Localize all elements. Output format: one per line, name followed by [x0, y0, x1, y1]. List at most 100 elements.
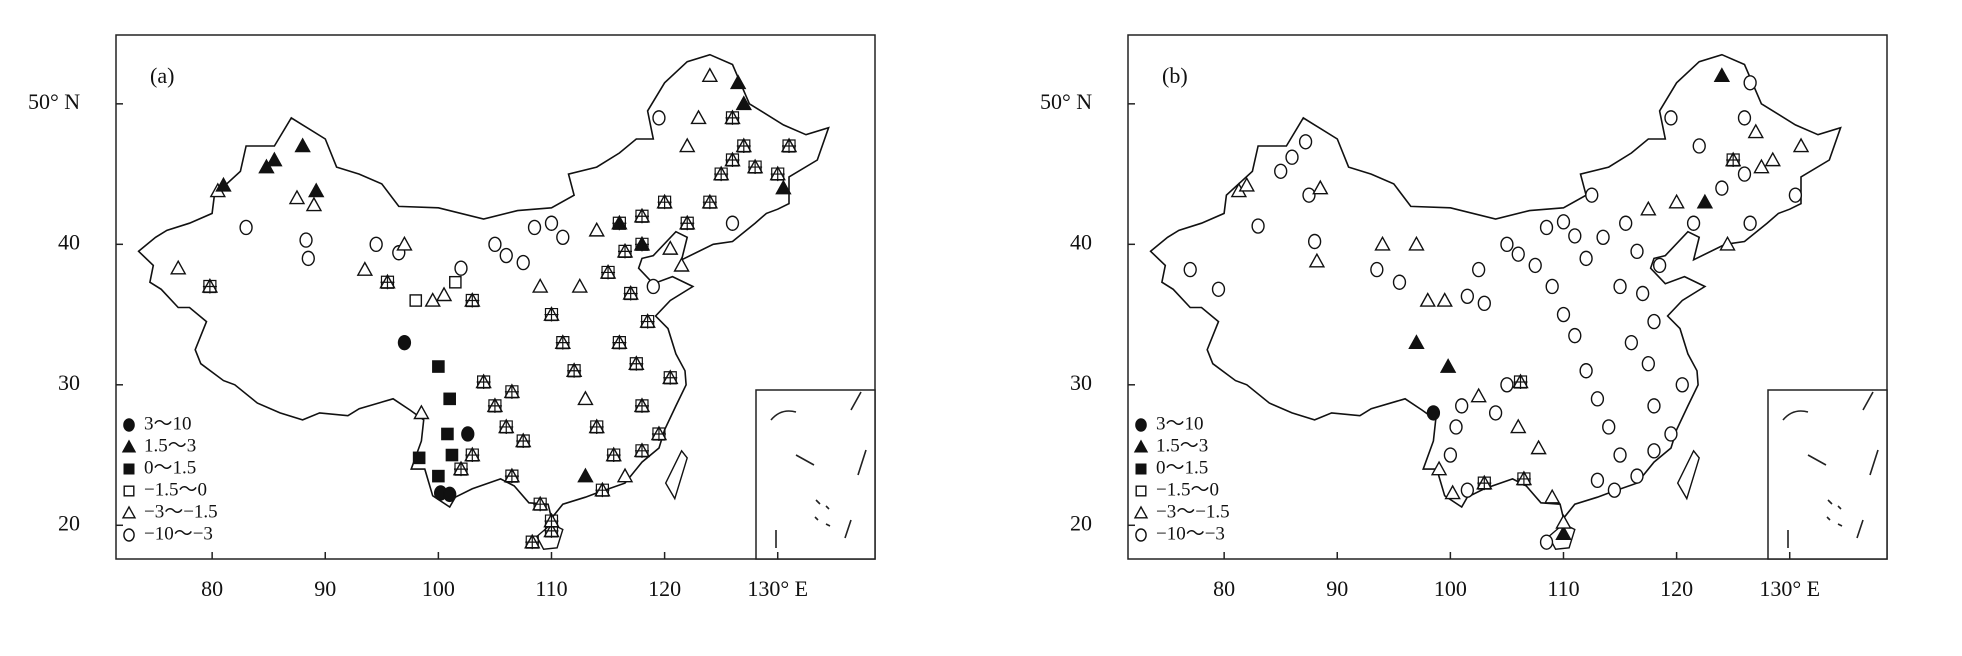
marker-circle: [1630, 243, 1644, 260]
marker-triangle: [121, 505, 137, 519]
marker-circle: [1636, 285, 1650, 302]
marker-square: [445, 448, 459, 462]
marker-circle: [1539, 534, 1554, 550]
marker-circle: [123, 528, 135, 542]
marker-square: [412, 451, 426, 465]
marker-triangle: [305, 196, 323, 212]
marker-circle: [652, 110, 666, 126]
marker-triangle: [1696, 193, 1714, 209]
marker-square: [432, 360, 445, 373]
marker-square: [441, 427, 454, 441]
marker-circle: [1477, 295, 1491, 312]
legend-label: −10～−3: [1156, 523, 1225, 544]
marker-circle: [1251, 218, 1265, 234]
inset-coast: [1782, 391, 1879, 548]
y-tick-label: 20: [1070, 510, 1092, 535]
marker-triangle: [308, 182, 325, 198]
marker-triangle: [1747, 123, 1764, 139]
marker-circle: [1285, 149, 1299, 165]
marker-triangle: [729, 74, 747, 90]
marker-circle: [397, 334, 412, 351]
legend-label: −10～−3: [144, 523, 213, 544]
hatch: [567, 363, 582, 378]
marker-circle: [1449, 419, 1463, 435]
marker-triangle: [170, 259, 187, 275]
marker-circle: [1788, 187, 1803, 203]
marker-circle: [1647, 313, 1661, 330]
marker-triangle: [266, 151, 283, 167]
marker-triangle: [258, 158, 275, 174]
marker-circle: [1500, 236, 1514, 253]
marker-circle: [301, 250, 315, 267]
marker-circle: [544, 215, 559, 231]
marker-triangle: [1543, 488, 1561, 504]
hatch: [736, 138, 751, 153]
marker-circle: [1472, 261, 1486, 278]
marker-circle: [1613, 447, 1627, 463]
marker-triangle: [424, 292, 441, 307]
inset-frame: [755, 389, 876, 560]
marker-circle: [1307, 233, 1322, 250]
marker-triangle: [396, 235, 413, 251]
hatch: [525, 535, 540, 550]
marker-circle: [1274, 163, 1288, 179]
marker-circle: [1568, 327, 1582, 344]
marker-triangle: [1713, 67, 1731, 83]
hatch: [454, 462, 468, 477]
marker-triangle: [1753, 158, 1770, 174]
hatch: [770, 167, 785, 182]
marker-circle: [646, 278, 660, 295]
marker-circle: [527, 219, 542, 236]
marker-triangle: [577, 467, 594, 483]
hatch: [618, 244, 633, 259]
marker-circle: [1607, 482, 1622, 498]
marker-circle: [1590, 391, 1605, 407]
y-tick-label: 50° N: [28, 89, 80, 114]
legend-label: 0～1.5: [1156, 457, 1208, 478]
y-tick-label: 40: [1070, 229, 1092, 254]
legend-label: −1.5～0: [1156, 479, 1219, 500]
x-tick-label: 100: [1434, 576, 1467, 601]
marker-circle: [1652, 257, 1667, 274]
marker-triangle: [1133, 439, 1149, 453]
marker-square: [123, 463, 135, 475]
inset-frame: [1767, 389, 1888, 560]
hatch: [640, 314, 655, 329]
hatch: [1726, 153, 1741, 168]
china-outline: [1149, 53, 1842, 521]
marker-triangle: [1439, 358, 1457, 373]
marker-circle: [1135, 528, 1147, 542]
legend-label: 1.5～3: [144, 435, 196, 456]
marker-triangle: [121, 439, 137, 453]
marker-circle: [1692, 138, 1706, 154]
hatch: [629, 356, 644, 371]
marker-triangle: [662, 240, 679, 255]
marker-circle: [461, 426, 475, 442]
hatch: [601, 265, 616, 280]
marker-square: [123, 485, 135, 497]
legend-label: −3～−1.5: [1156, 501, 1230, 522]
x-tick-label: 80: [1213, 576, 1235, 601]
marker-triangle: [679, 137, 696, 153]
x-tick-label: 120: [648, 576, 681, 601]
hatch: [663, 370, 678, 385]
marker-circle: [1596, 229, 1610, 245]
marker-triangle: [775, 179, 792, 195]
marker-circle: [725, 215, 740, 231]
marker-circle: [1298, 134, 1313, 150]
marker-circle: [1488, 405, 1503, 421]
marker-circle: [1641, 356, 1655, 372]
hatch: [702, 195, 717, 210]
marker-circle: [1556, 306, 1571, 323]
hatch: [725, 153, 740, 168]
marker-square: [409, 294, 423, 307]
x-tick-label: 80: [201, 576, 223, 601]
taiwan: [1676, 449, 1700, 501]
hatch: [748, 160, 763, 175]
marker-circle: [1211, 281, 1226, 297]
hatch: [504, 469, 519, 484]
marker-circle: [556, 229, 570, 245]
marker-circle: [1737, 166, 1752, 182]
marker-circle: [299, 232, 313, 248]
marker-triangle: [577, 390, 594, 406]
